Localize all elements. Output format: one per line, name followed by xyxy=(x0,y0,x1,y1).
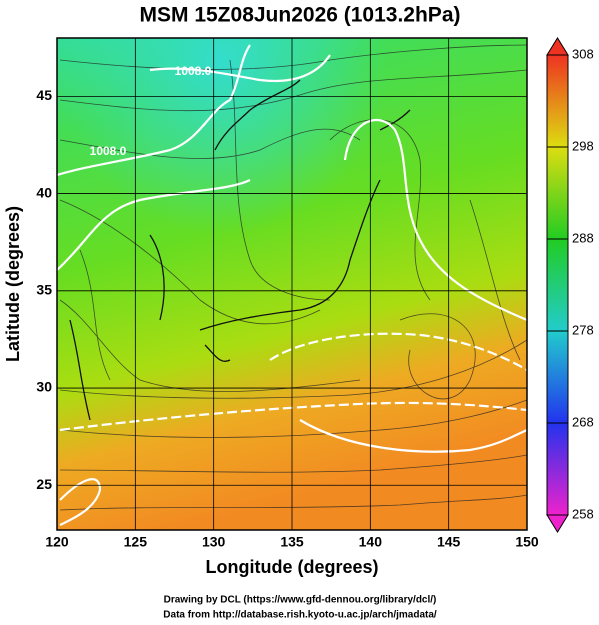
contour-label: 1008.0 xyxy=(175,64,212,78)
map-title: MSM 15Z08Jun2026 (1013.2hPa) xyxy=(140,4,461,27)
colorbar xyxy=(546,37,569,533)
x-tick-label: 125 xyxy=(124,534,148,550)
x-axis-label: Longitude (degrees) xyxy=(205,557,378,577)
colorbar-tick-label: 258 xyxy=(572,506,594,521)
y-tick-label: 45 xyxy=(36,87,52,103)
x-tick-label: 145 xyxy=(437,534,461,550)
footer-line: Data from http://database.rish.kyoto-u.a… xyxy=(163,610,437,621)
y-tick-label: 30 xyxy=(36,379,52,395)
footer-line: Drawing by DCL (https://www.gfd-dennou.o… xyxy=(164,595,437,606)
colorbar-tick-label: 268 xyxy=(572,414,594,429)
y-axis-label: Latitude (degrees) xyxy=(3,206,23,362)
y-tick-label: 25 xyxy=(36,476,52,492)
contour-label: 1008.0 xyxy=(90,144,127,158)
x-tick-label: 150 xyxy=(515,534,539,550)
colorbar-tick-label: 278 xyxy=(572,322,594,337)
x-tick-label: 130 xyxy=(202,534,226,550)
y-tick-label: 40 xyxy=(36,184,52,200)
x-tick-label: 120 xyxy=(45,534,69,550)
x-tick-label: 135 xyxy=(280,534,304,550)
colorbar-tick-label: 308 xyxy=(572,46,594,61)
x-tick-label: 140 xyxy=(359,534,383,550)
colorbar-tick-label: 288 xyxy=(572,230,594,245)
colorbar-tick-label: 298 xyxy=(572,138,594,153)
y-tick-label: 35 xyxy=(36,282,52,298)
